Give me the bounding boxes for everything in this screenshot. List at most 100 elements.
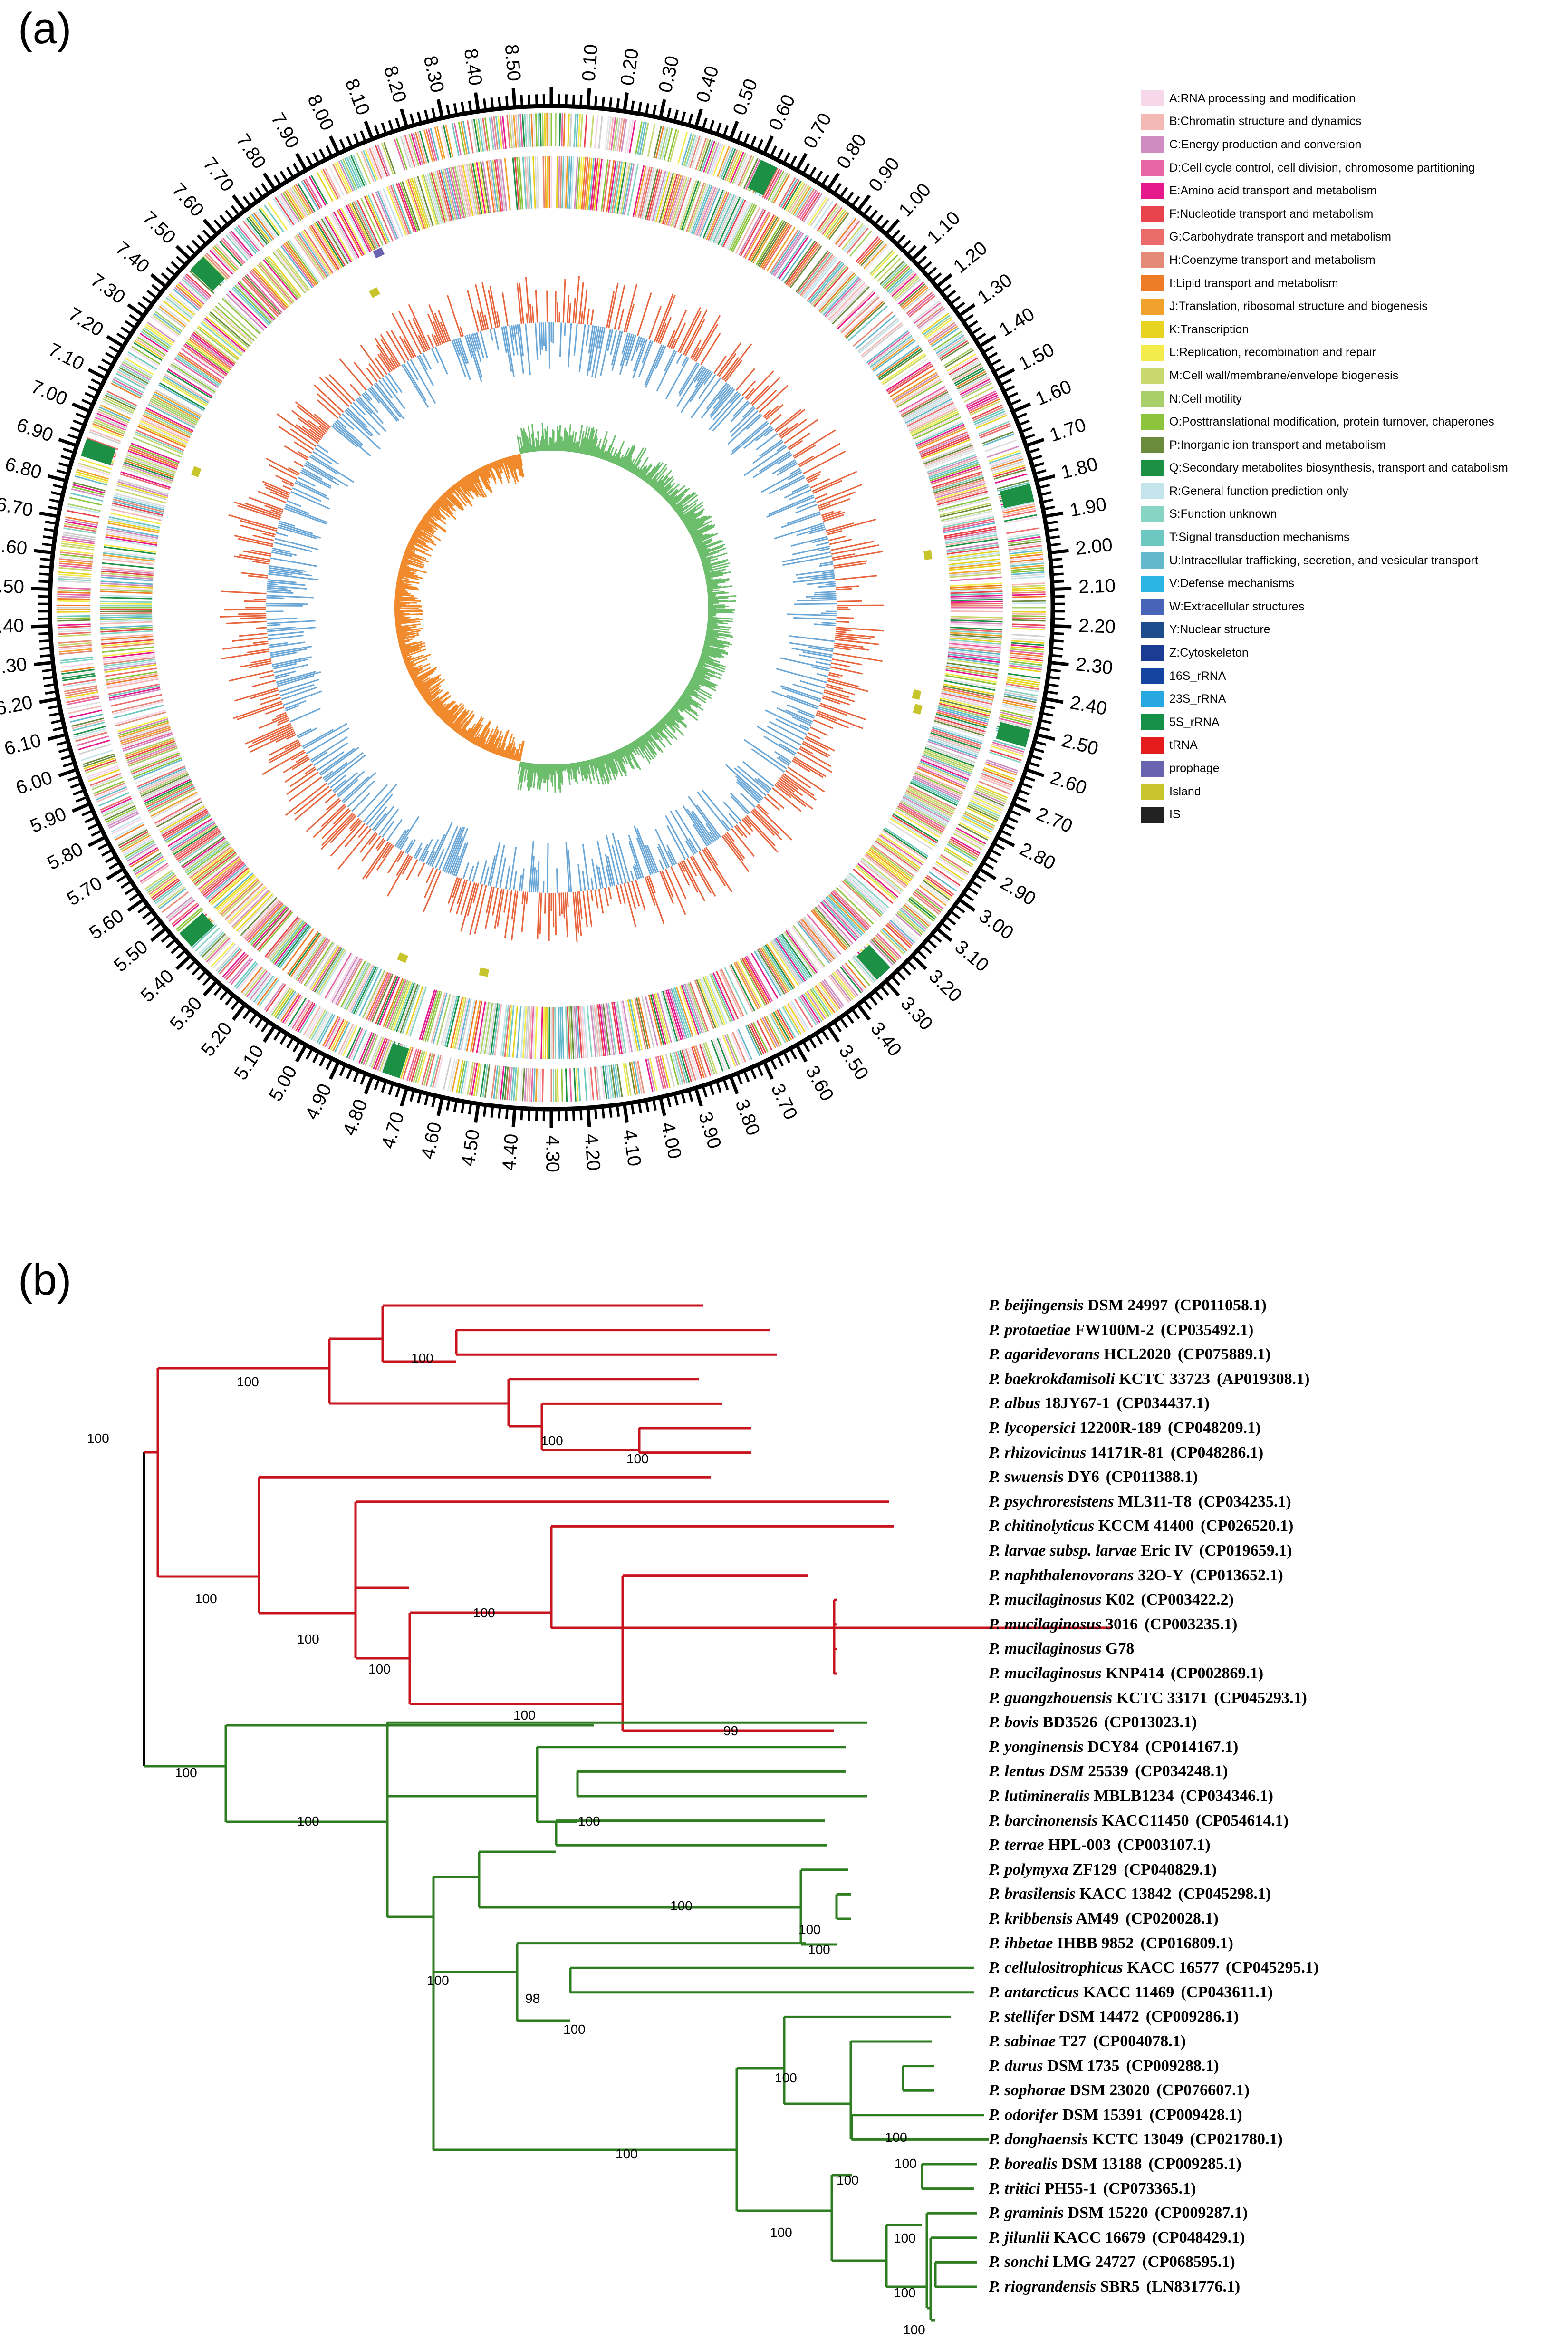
ruler-tick bbox=[1031, 755, 1042, 761]
cog-stripe bbox=[70, 713, 103, 723]
cog-stripe bbox=[61, 668, 95, 675]
cog-stripe bbox=[745, 159, 760, 190]
ruler-tick bbox=[97, 843, 108, 851]
cog-stripe bbox=[316, 1013, 334, 1044]
cog-stripe bbox=[402, 135, 414, 168]
cog-stripe bbox=[685, 134, 697, 167]
cog-stripe bbox=[998, 719, 1031, 729]
ruler-tick bbox=[91, 378, 102, 386]
cog-stripe bbox=[785, 182, 804, 211]
tree-tip-label: P. lentus DSM 25539 (CP034248.1) bbox=[989, 1762, 1228, 1781]
cog-stripe bbox=[1007, 536, 1041, 542]
cog-stripe bbox=[1012, 589, 1046, 592]
cog-stripe bbox=[1010, 644, 1044, 648]
cog-stripe bbox=[928, 871, 957, 892]
cog-stripe bbox=[102, 400, 133, 416]
cog-stripe bbox=[144, 870, 173, 890]
cog-stripe bbox=[778, 1008, 796, 1038]
cog-stripe bbox=[383, 142, 396, 174]
cog-stripe bbox=[629, 1062, 636, 1095]
cog-stripe bbox=[219, 241, 242, 267]
ruler-tick bbox=[51, 719, 62, 724]
cog-stripe bbox=[434, 1055, 443, 1089]
cog-stripe bbox=[992, 741, 1025, 753]
cog-stripe bbox=[57, 628, 91, 631]
cog-stripe bbox=[260, 207, 281, 235]
ruler-tick bbox=[645, 103, 650, 114]
ruler-tick bbox=[1045, 511, 1064, 518]
ruler-tick bbox=[165, 939, 175, 948]
cog-stripe bbox=[171, 902, 198, 925]
cog-stripe bbox=[93, 421, 125, 435]
strain-name: Eric IV bbox=[1141, 1542, 1193, 1559]
cog-stripe bbox=[1008, 538, 1041, 544]
cog-stripe bbox=[941, 692, 993, 705]
cog-stripe bbox=[530, 113, 534, 147]
ruler-tick bbox=[601, 1108, 605, 1119]
cog-stripe bbox=[923, 314, 951, 336]
cog-stripe bbox=[712, 1039, 726, 1071]
ruler-tick bbox=[58, 747, 69, 753]
cog-stripe bbox=[381, 143, 394, 175]
ruler-tick bbox=[44, 528, 55, 532]
cog-stripe bbox=[809, 988, 830, 1017]
cog-stripe bbox=[122, 361, 152, 379]
cog-stripe bbox=[175, 285, 202, 308]
cog-stripe bbox=[135, 340, 164, 359]
cog-stripe bbox=[841, 965, 864, 992]
cog-stripe bbox=[88, 769, 120, 782]
ruler-tick bbox=[777, 1056, 784, 1067]
ruler-tick bbox=[1024, 434, 1035, 440]
ruler-tick bbox=[58, 768, 76, 777]
cog-stripe bbox=[96, 786, 127, 801]
strain-name: DCY84 bbox=[1087, 1738, 1139, 1756]
cog-stripe bbox=[102, 799, 133, 815]
cog-stripe bbox=[796, 188, 815, 218]
species-name: P. lentus DSM bbox=[989, 1762, 1084, 1780]
cog-stripe bbox=[324, 167, 341, 198]
cog-stripe bbox=[489, 117, 494, 150]
ruler-tick bbox=[142, 296, 152, 304]
ruler-tick bbox=[142, 911, 152, 919]
cog-stripe bbox=[888, 270, 914, 294]
cog-stripe bbox=[365, 1035, 379, 1066]
cog-stripe bbox=[58, 640, 92, 644]
ruler-tick bbox=[565, 94, 568, 105]
cog-stripe bbox=[615, 117, 621, 151]
bootstrap-value: 98 bbox=[525, 1991, 540, 2006]
cog-stripe bbox=[921, 312, 949, 334]
cog-stripe bbox=[653, 125, 662, 158]
cog-stripe bbox=[123, 838, 153, 856]
cog-stripe bbox=[876, 933, 902, 958]
ruler-tick bbox=[840, 187, 848, 197]
cog-stripe bbox=[577, 1068, 581, 1102]
cog-stripe bbox=[121, 363, 151, 381]
cog-stripe bbox=[972, 795, 1003, 811]
cog-stripe bbox=[990, 454, 1022, 466]
cog-stripe bbox=[501, 1066, 507, 1100]
ruler-tick bbox=[1054, 624, 1072, 629]
ruler-tick bbox=[1051, 661, 1069, 667]
cog-stripe bbox=[119, 367, 149, 385]
ruler-tick bbox=[1013, 803, 1031, 813]
ruler-tick bbox=[505, 1108, 509, 1120]
cog-stripe bbox=[58, 573, 92, 578]
cog-stripe bbox=[970, 400, 1001, 416]
cog-stripe bbox=[789, 1002, 808, 1032]
cog-stripe bbox=[65, 516, 98, 524]
cog-stripe bbox=[943, 685, 994, 697]
ruler-tick bbox=[225, 996, 234, 1006]
ruler-tick bbox=[623, 1105, 629, 1123]
cog-stripe bbox=[806, 991, 827, 1020]
cog-stripe bbox=[954, 831, 984, 849]
cog-stripe bbox=[371, 146, 385, 179]
species-name: P. psychroresistens bbox=[989, 1492, 1114, 1510]
cog-stripe bbox=[284, 191, 303, 220]
ruler-tick bbox=[1033, 747, 1045, 753]
ruler-tick bbox=[1031, 455, 1042, 461]
cog-stripe bbox=[1011, 640, 1045, 644]
cog-stripe bbox=[375, 145, 388, 177]
cog-stripe bbox=[352, 1029, 367, 1061]
cog-stripe bbox=[996, 479, 1029, 490]
strain-name: 14171R-81 bbox=[1090, 1443, 1164, 1461]
